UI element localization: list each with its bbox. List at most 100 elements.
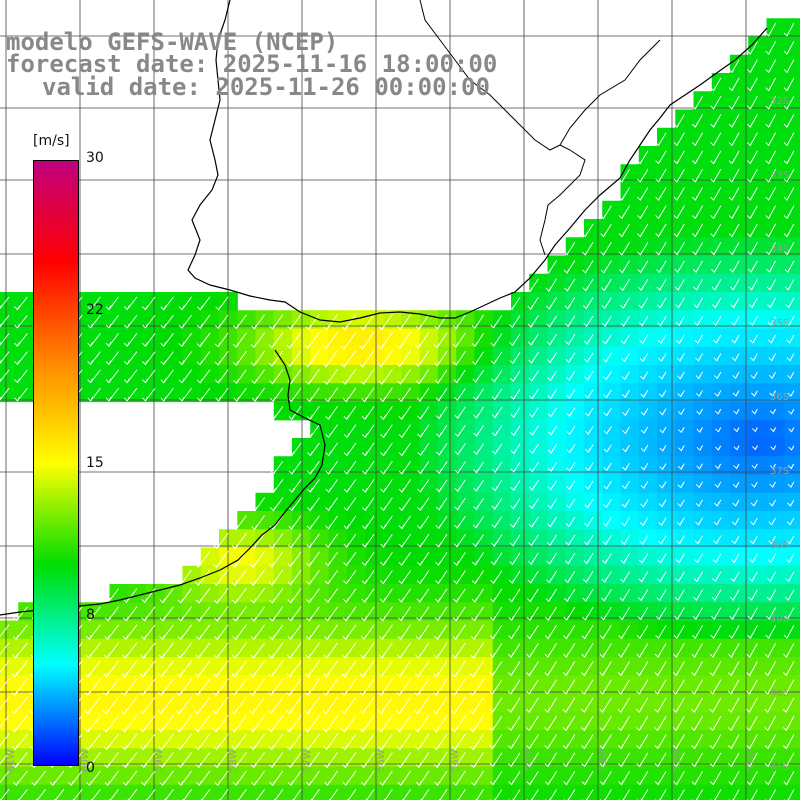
- wind-cell: [639, 730, 658, 749]
- wind-cell: [237, 566, 256, 585]
- wind-cell: [310, 475, 329, 494]
- wind-cell: [785, 37, 800, 56]
- wind-cell: [438, 548, 457, 567]
- wind-cell: [602, 785, 621, 800]
- wind-cell: [347, 329, 366, 348]
- wind-cell: [602, 438, 621, 457]
- wind-cell: [310, 621, 329, 640]
- wind-cell: [347, 621, 366, 640]
- wind-cell: [146, 730, 165, 749]
- wind-cell: [292, 621, 311, 640]
- wind-cell: [347, 438, 366, 457]
- wind-cell: [493, 548, 512, 567]
- wind-cell: [675, 292, 694, 311]
- wind-cell: [219, 529, 238, 548]
- wind-cell: [456, 383, 475, 402]
- wind-cell: [420, 767, 439, 786]
- wind-cell: [456, 365, 475, 384]
- wind-cell: [347, 420, 366, 439]
- longitude-label: 54W: [524, 749, 535, 772]
- wind-cell: [529, 438, 548, 457]
- wind-cell: [0, 694, 19, 713]
- wind-cell: [383, 475, 402, 494]
- wind-cell: [584, 621, 603, 640]
- wind-cell: [456, 438, 475, 457]
- wind-cell: [183, 621, 202, 640]
- wind-cell: [767, 493, 786, 512]
- wind-cell: [493, 511, 512, 530]
- wind-cell: [639, 529, 658, 548]
- wind-cell: [566, 767, 585, 786]
- wind-cell: [767, 420, 786, 439]
- wind-cell: [402, 785, 421, 800]
- wind-cell: [329, 329, 348, 348]
- wind-cell: [694, 438, 713, 457]
- wind-cell: [475, 511, 494, 530]
- wind-cell: [657, 420, 676, 439]
- wind-cell: [365, 511, 384, 530]
- wind-cell: [566, 621, 585, 640]
- wind-cell: [438, 438, 457, 457]
- wind-cell: [785, 110, 800, 129]
- wind-cell: [657, 548, 676, 567]
- wind-cell: [438, 420, 457, 439]
- wind-cell: [438, 785, 457, 800]
- wind-cell: [748, 438, 767, 457]
- wind-cell: [256, 657, 275, 676]
- wind-cell: [511, 292, 530, 311]
- wind-cell: [183, 639, 202, 658]
- wind-cell: [456, 475, 475, 494]
- wind-cell: [767, 785, 786, 800]
- wind-cell: [785, 201, 800, 220]
- wind-cell: [402, 621, 421, 640]
- wind-cell: [256, 767, 275, 786]
- wind-cell: [493, 767, 512, 786]
- latitude-label: 38S: [770, 540, 789, 551]
- wind-cell: [621, 639, 640, 658]
- wind-cell: [420, 548, 439, 567]
- wind-cell: [310, 639, 329, 658]
- wind-cell: [529, 785, 548, 800]
- wind-cell: [329, 694, 348, 713]
- wind-cell: [146, 584, 165, 603]
- wind-cell: [748, 475, 767, 494]
- latitude-label: 33S: [770, 170, 789, 181]
- wind-cell: [164, 767, 183, 786]
- wind-cell: [310, 420, 329, 439]
- wind-cell: [420, 694, 439, 713]
- wind-cell: [694, 493, 713, 512]
- wind-cell: [785, 128, 800, 147]
- wind-cell: [438, 621, 457, 640]
- wind-cell: [584, 785, 603, 800]
- wind-cell: [475, 383, 494, 402]
- latitude-label: 40S: [770, 688, 789, 699]
- wind-cell: [383, 621, 402, 640]
- wind-cell: [383, 657, 402, 676]
- wind-cell: [365, 675, 384, 694]
- wind-cell: [639, 329, 658, 348]
- wind-cell: [329, 730, 348, 749]
- wind-cell: [237, 329, 256, 348]
- wind-cell: [475, 493, 494, 512]
- wind-cell: [201, 767, 220, 786]
- wind-cell: [621, 438, 640, 457]
- wind-cell: [584, 438, 603, 457]
- wind-cell: [566, 438, 585, 457]
- wind-cell: [675, 438, 694, 457]
- wind-cell: [237, 730, 256, 749]
- wind-cell: [128, 767, 147, 786]
- wind-cell: [164, 657, 183, 676]
- wind-cell: [584, 402, 603, 421]
- wind-cell: [310, 767, 329, 786]
- wind-cell: [475, 438, 494, 457]
- wind-cell: [237, 639, 256, 658]
- wind-cell: [292, 694, 311, 713]
- wind-cell: [420, 402, 439, 421]
- wind-cell: [566, 493, 585, 512]
- wind-cell: [128, 675, 147, 694]
- wind-cell: [219, 675, 238, 694]
- wind-cell: [438, 475, 457, 494]
- wind-cell: [183, 767, 202, 786]
- wind-cell: [292, 548, 311, 567]
- wind-cell: [456, 712, 475, 731]
